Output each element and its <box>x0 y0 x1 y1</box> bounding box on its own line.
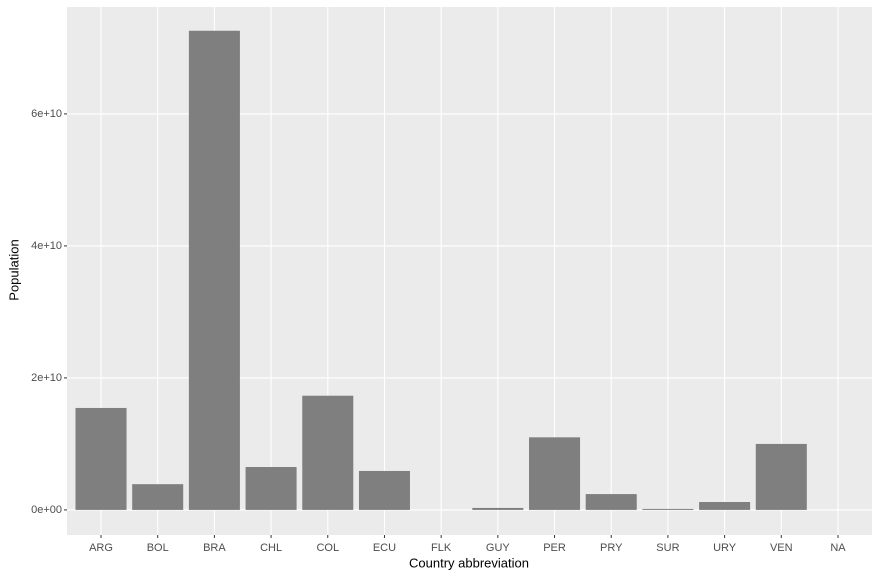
bar <box>75 407 127 510</box>
bar <box>245 467 297 510</box>
panel <box>67 7 872 535</box>
x-tick-label: URY <box>713 542 737 554</box>
x-tick-label: PER <box>543 542 566 554</box>
bar <box>132 484 184 510</box>
bar <box>585 494 637 510</box>
x-tick-label: GUY <box>486 542 511 554</box>
x-tick-label: CHL <box>260 542 282 554</box>
x-axis-title: Country abbreviation <box>409 555 529 570</box>
bar <box>699 502 751 510</box>
x-tick-label: BOL <box>147 542 169 554</box>
x-tick-label: PRY <box>600 542 623 554</box>
x-tick-label: BRA <box>203 542 226 554</box>
y-axis-title: Population <box>6 239 21 300</box>
y-tick-label: 4e+10 <box>31 240 62 252</box>
x-tick-label: NA <box>830 542 846 554</box>
x-tick-label: SUR <box>656 542 679 554</box>
bar <box>188 30 240 510</box>
bar <box>642 508 694 510</box>
x-tick-label: COL <box>316 542 339 554</box>
bar <box>358 470 410 510</box>
x-tick-label: FLK <box>431 542 452 554</box>
bar <box>302 395 354 510</box>
x-tick-label: VEN <box>770 542 793 554</box>
bar <box>755 443 807 510</box>
y-tick-label: 2e+10 <box>31 372 62 384</box>
bar <box>529 437 581 510</box>
x-tick-label: ARG <box>89 542 113 554</box>
y-tick-label: 0e+00 <box>31 504 62 516</box>
bar <box>472 507 524 510</box>
x-tick-label: ECU <box>373 542 396 554</box>
y-tick-label: 6e+10 <box>31 108 62 120</box>
